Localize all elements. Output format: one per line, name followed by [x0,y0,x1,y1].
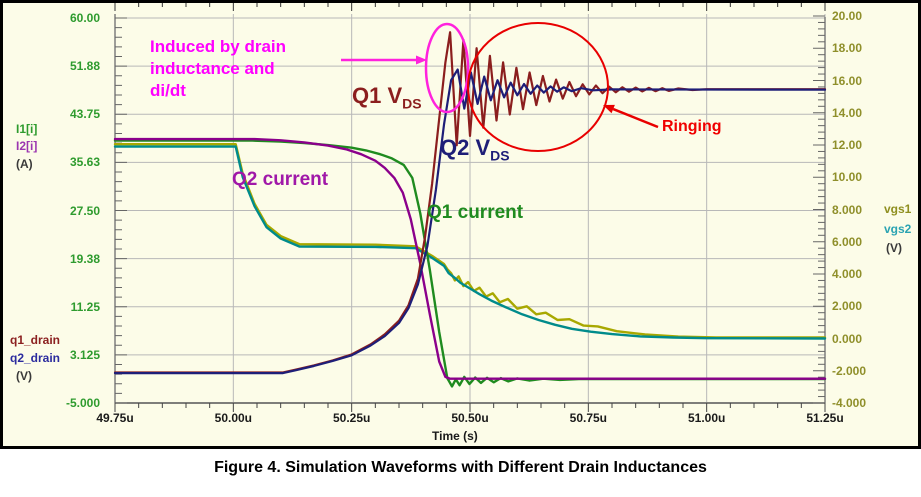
left-axis-tick-label: 43.75 [69,107,100,122]
right-axis-tick-label: 12.00 [832,138,863,152]
annotation-induced-by-drain-inductance: Induced by drain inductance and di/dt [150,37,287,100]
left-axis-signal-q1-drain: q1_drain [10,333,61,347]
right-axis-tick-label: -4.000 [832,396,867,410]
right-axis-tick-label: 14.00 [832,105,863,120]
left-axis-unit-volts: (V) [16,369,32,383]
waveform-chart [0,0,921,449]
x-axis-tick-label: 50.00u [214,411,252,425]
right-axis-tick-label: 18.00 [832,41,863,56]
annotation-q2-current-label: Q2 current [232,169,329,190]
right-axis-tick-label: 20.00 [832,9,863,23]
q2-vds-subscript: DS [490,147,510,164]
left-axis-tick-label: 27.50 [69,203,100,218]
right-axis-tick-label: 4.000 [832,267,863,281]
q1-vds-subscript: DS [402,95,422,112]
ringing-ellipse [467,22,609,152]
x-axis-tick-label: 49.75u [96,411,134,425]
right-axis-tick-label: 10.00 [832,170,863,185]
right-axis-signal-vgs2: vgs2 [884,222,912,236]
left-axis-tick-label: 60.00 [69,11,100,25]
left-axis-tick-label: 3.125 [69,347,100,362]
right-axis-signal-vgs1: vgs1 [884,202,912,216]
x-axis-title: Time (s) [432,429,478,443]
x-axis-tick-label: 50.50u [451,411,489,425]
q1-vds-text: Q1 V [352,83,403,108]
left-axis-tick-label: 51.88 [69,59,100,74]
x-axis-tick-label: 51.25u [806,411,844,425]
series-I2_q2_current [113,137,827,380]
right-axis-tick-label: 6.000 [832,234,863,249]
ringing-arrow-shaft [612,107,659,129]
right-axis-tick-label: 2.000 [832,299,863,314]
x-axis-tick-label: 50.75u [569,411,607,425]
series-q2_drain_vds [113,68,827,375]
series-vgs1 [113,142,827,339]
right-axis-tick-label: 16.00 [832,73,863,88]
annotation-q2-vds-label: Q2 VDS [440,135,510,163]
x-axis-tick-label: 51.00u [687,411,726,425]
right-axis-tick-label: 8.000 [832,202,863,217]
ringing-arrow-head [603,104,615,114]
left-axis-signal-i1: I1[i] [16,122,38,136]
left-axis-unit-amps: (A) [16,157,33,171]
left-axis-signal-i2: I2[i] [16,139,38,153]
annotation-q1-current-label: Q1 current [427,202,524,223]
left-axis-tick-label: 11.25 [70,299,100,314]
induced-spike-ellipse [424,22,470,114]
q2-vds-text: Q2 V [440,135,491,160]
induced-arrow-head [416,55,427,65]
figure-border [0,0,921,449]
left-axis-tick-label: -5.000 [65,396,100,410]
right-axis-tick-label: 0.000 [832,331,863,346]
figure-caption: Figure 4. Simulation Waveforms with Diff… [214,459,707,476]
x-axis-tick-label: 50.25u [332,411,371,425]
annotation-ringing-label: Ringing [662,118,722,135]
series-vgs2 [113,145,827,340]
annotation-q1-vds-label: Q1 VDS [352,83,422,111]
left-axis-tick-label: 19.38 [69,251,100,266]
left-axis-signal-q2-drain: q2_drain [10,351,61,365]
left-axis-tick-label: 35.63 [69,155,100,170]
right-axis-tick-label: -2.000 [832,363,867,378]
right-axis-unit-volts: (V) [886,241,902,255]
